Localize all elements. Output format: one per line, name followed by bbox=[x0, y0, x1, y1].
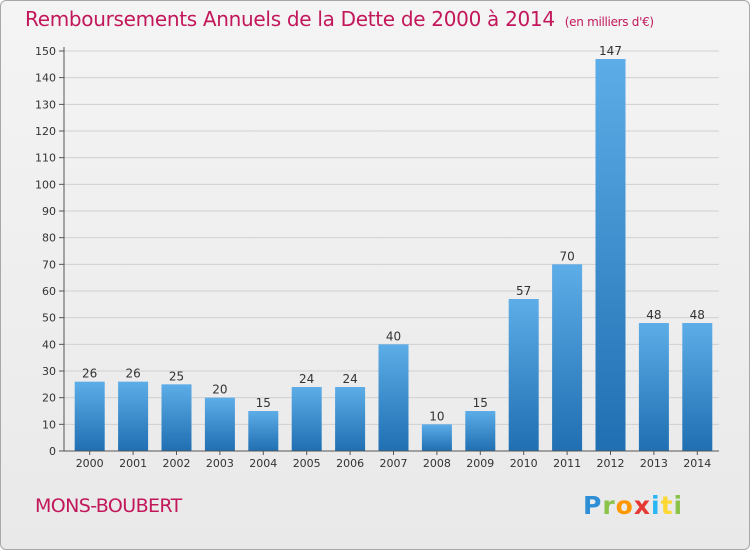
data-label: 147 bbox=[599, 44, 622, 58]
x-tick-label: 2006 bbox=[336, 457, 364, 470]
y-tick-label: 60 bbox=[42, 285, 56, 298]
bar bbox=[118, 381, 149, 451]
data-label: 26 bbox=[125, 367, 140, 381]
bars bbox=[74, 59, 713, 451]
bar bbox=[465, 411, 496, 451]
x-tick-label: 2000 bbox=[76, 457, 104, 470]
data-label: 24 bbox=[299, 372, 314, 386]
bar bbox=[595, 59, 626, 451]
x-tick-label: 2008 bbox=[423, 457, 451, 470]
data-label: 70 bbox=[559, 249, 574, 263]
y-tick-labels: 0 10 20 30 40 50 60 70 80 90 100 110 120 130 140 150 bbox=[35, 45, 56, 458]
y-tick-label: 150 bbox=[35, 45, 56, 58]
y-tick-label: 0 bbox=[49, 445, 56, 458]
y-tick-label: 40 bbox=[42, 338, 56, 351]
x-tick-label: 2012 bbox=[597, 457, 625, 470]
bar bbox=[682, 323, 713, 451]
bar bbox=[335, 387, 366, 451]
bar bbox=[638, 323, 669, 451]
bar bbox=[508, 299, 539, 451]
x-tick-label: 2001 bbox=[119, 457, 147, 470]
x-tick-label: 2007 bbox=[380, 457, 408, 470]
chart-title-text: Remboursements Annuels de la Dette de 20… bbox=[25, 7, 555, 31]
y-tick-label: 20 bbox=[42, 392, 56, 405]
data-label: 57 bbox=[516, 284, 531, 298]
x-tick-label: 2002 bbox=[163, 457, 191, 470]
data-label: 48 bbox=[646, 308, 661, 322]
bar bbox=[421, 424, 452, 451]
data-label: 15 bbox=[256, 396, 271, 410]
data-label: 48 bbox=[690, 308, 705, 322]
x-tick-label: 2011 bbox=[553, 457, 581, 470]
bar bbox=[161, 384, 192, 451]
y-tick-label: 70 bbox=[42, 258, 56, 271]
y-tick-label: 80 bbox=[42, 232, 56, 245]
chart-title: Remboursements Annuels de la Dette de 20… bbox=[25, 7, 654, 31]
y-tick-label: 130 bbox=[35, 98, 56, 111]
bar bbox=[248, 411, 279, 451]
x-tick-label: 2004 bbox=[249, 457, 277, 470]
bar bbox=[552, 264, 583, 451]
y-tick-label: 100 bbox=[35, 178, 56, 191]
data-label: 10 bbox=[429, 409, 444, 423]
y-tick-label: 90 bbox=[42, 205, 56, 218]
data-label: 24 bbox=[342, 372, 357, 386]
proxiti-logo: Proxiti bbox=[583, 491, 684, 520]
data-label: 20 bbox=[212, 383, 227, 397]
y-tick-label: 30 bbox=[42, 365, 56, 378]
x-tick-label: 2003 bbox=[206, 457, 234, 470]
commune-name: MONS-BOUBERT bbox=[35, 495, 182, 517]
bar bbox=[291, 387, 322, 451]
data-label: 15 bbox=[473, 396, 488, 410]
y-tick-label: 140 bbox=[35, 72, 56, 85]
bar bbox=[378, 344, 409, 451]
y-tick-label: 10 bbox=[42, 418, 56, 431]
data-labels: 26 26 25 20 15 24 24 40 10 15 57 70 147 48 48 bbox=[82, 44, 705, 423]
data-label: 25 bbox=[169, 369, 184, 383]
x-tick-labels: 2000 2001 2002 2003 2004 2005 2006 2007 2008 2009… bbox=[76, 457, 712, 470]
axes bbox=[59, 47, 719, 455]
y-tick-label: 120 bbox=[35, 125, 56, 138]
y-tick-label: 110 bbox=[35, 152, 56, 165]
bar bbox=[204, 397, 235, 451]
x-tick-label: 2013 bbox=[640, 457, 668, 470]
x-tick-label: 2014 bbox=[683, 457, 711, 470]
data-label: 26 bbox=[82, 367, 97, 381]
x-tick-label: 2005 bbox=[293, 457, 321, 470]
x-tick-label: 2009 bbox=[466, 457, 494, 470]
chart-unit: (en milliers d'€) bbox=[564, 15, 654, 29]
x-tick-label: 2010 bbox=[510, 457, 538, 470]
bar bbox=[74, 381, 105, 451]
data-label: 40 bbox=[386, 329, 401, 343]
y-tick-label: 50 bbox=[42, 312, 56, 325]
